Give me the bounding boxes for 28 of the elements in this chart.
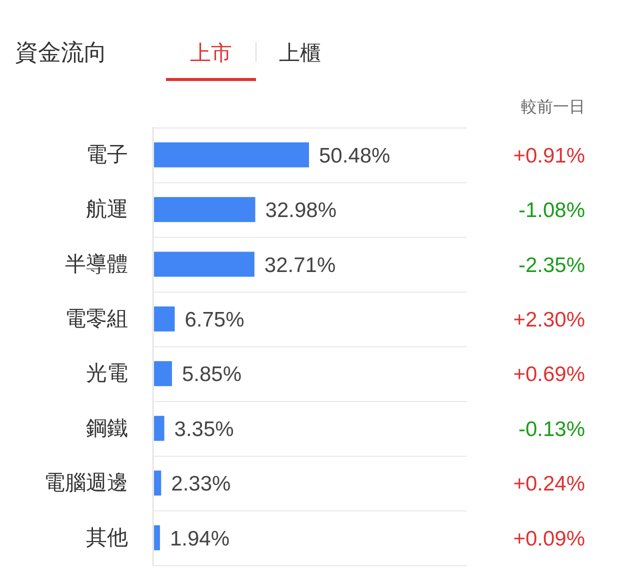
y-tick-label: 半導體: [65, 252, 128, 276]
data-label: 32.98%: [265, 199, 336, 222]
text: -1.08%: [518, 199, 585, 222]
text: -2.35%: [518, 254, 585, 277]
text: 上市: [190, 42, 232, 65]
data-label: 5.85%: [182, 363, 242, 386]
y-tick-label: 光電: [86, 362, 128, 386]
data-label: 50.48%: [319, 144, 390, 168]
text: +0.69%: [513, 363, 585, 386]
y-tick-label: 電子: [86, 143, 128, 166]
data-label: 32.71%: [264, 254, 336, 277]
text: +2.30%: [513, 308, 585, 332]
y-tick-label: 航運: [86, 198, 128, 222]
y-tick-label: 電零組: [65, 307, 128, 330]
text: +0.91%: [513, 144, 585, 168]
data-label: 6.75%: [184, 308, 244, 332]
title: 資金流向: [15, 39, 107, 65]
y-tick-label: 其他: [86, 526, 128, 550]
text: +0.09%: [513, 527, 585, 550]
text: -0.13%: [518, 418, 585, 441]
data-label: 3.35%: [174, 418, 234, 441]
data-label: 1.94%: [170, 527, 230, 550]
y-tick-label: 鋼鐵: [86, 416, 128, 440]
text: 較前一日: [521, 98, 585, 116]
data-label: 2.33%: [171, 472, 231, 496]
y-tick-label: 電腦週邊: [44, 472, 128, 495]
text: +0.24%: [513, 472, 585, 496]
text: 上櫃: [279, 42, 321, 65]
